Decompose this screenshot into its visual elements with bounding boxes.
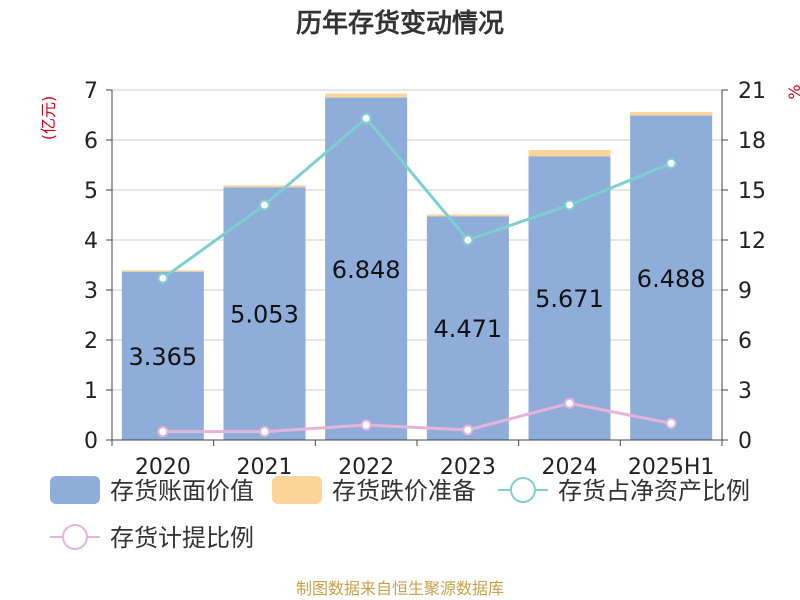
right-tick-label: 6 (738, 329, 752, 354)
series-point (259, 199, 270, 211)
left-tick-label: 0 (84, 429, 98, 454)
legend-label: 存货跌价准备 (332, 477, 476, 505)
series-point (665, 157, 677, 169)
lines (157, 112, 677, 438)
series-point (360, 112, 372, 124)
right-tick-label: 0 (738, 429, 752, 454)
x-tick-label: 2021 (237, 455, 293, 480)
right-tick-label: 21 (738, 79, 766, 104)
series-point (564, 397, 575, 409)
series-point (564, 199, 575, 211)
series-point (259, 426, 270, 438)
left-tick-label: 3 (84, 279, 98, 304)
right-tick-label: 9 (738, 279, 752, 304)
bar-value-label: 4.471 (433, 315, 502, 343)
legend-swatch (272, 476, 322, 504)
bar-provision (528, 149, 611, 157)
right-tick-label: 15 (738, 179, 766, 204)
x-tick-label: 2022 (338, 455, 394, 480)
bar-provision (121, 270, 204, 272)
series-point (462, 424, 474, 436)
bar-book-value (630, 115, 713, 440)
left-tick-label: 1 (84, 379, 98, 404)
legend-swatch-marker (510, 477, 536, 503)
legend-swatch-marker (62, 524, 88, 550)
left-tick-label: 5 (84, 179, 98, 204)
bar-book-value (325, 97, 408, 440)
left-tick-label: 6 (84, 129, 98, 154)
legend-label: 存货占净资产比例 (558, 477, 750, 505)
bar-book-value (121, 271, 204, 440)
x-tick-label: 2025H1 (628, 455, 715, 480)
bars: 3.365 5.053 6.848 4.471 5.671 6.488 (121, 93, 713, 440)
right-tick-label: 3 (738, 379, 752, 404)
bar-value-label: 5.671 (535, 285, 604, 313)
series-point (157, 272, 169, 284)
series-line (162, 401, 672, 434)
legend-label: 存货账面价值 (110, 477, 254, 505)
left-axis-unit: (亿元) (39, 96, 58, 141)
bar-value-label: 6.488 (637, 265, 706, 293)
series-point (665, 417, 677, 429)
x-tick-label: 2024 (542, 455, 598, 480)
chart-title: 历年存货变动情况 (296, 8, 504, 39)
bar-provision (630, 112, 713, 116)
legend-swatch (50, 476, 100, 504)
right-tick-label: 18 (738, 129, 766, 154)
right-axis-unit: % (785, 84, 800, 99)
bar-book-value (426, 216, 509, 440)
left-tick-label: 2 (84, 329, 98, 354)
right-tick-label: 12 (738, 229, 766, 254)
series-line (161, 116, 672, 280)
left-tick-label: 7 (84, 79, 98, 104)
bar-provision (223, 185, 306, 188)
bar-value-label: 5.053 (230, 301, 299, 329)
left-tick-label: 4 (84, 229, 98, 254)
source-note: 制图数据来自恒生聚源数据库 (296, 579, 504, 598)
bar-provision (325, 93, 408, 98)
legend-label: 存货计提比例 (110, 524, 254, 552)
x-tick-label: 2020 (135, 455, 191, 480)
bar-value-label: 6.848 (332, 256, 401, 284)
series-point (462, 234, 474, 246)
series-point (360, 419, 372, 431)
x-tick-label: 2023 (440, 455, 496, 480)
bar-provision (426, 214, 509, 217)
series-point (157, 426, 169, 438)
bar-book-value (223, 187, 306, 440)
bar-value-label: 3.365 (128, 343, 197, 371)
